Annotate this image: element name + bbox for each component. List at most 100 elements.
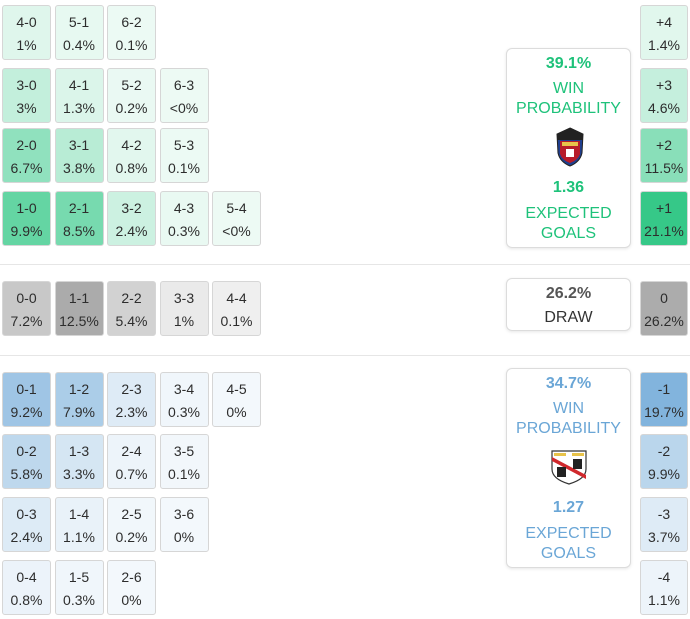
score-probability: 5.4% [115, 313, 148, 329]
score-cell: 2-4 0.7% [107, 434, 156, 489]
score-probability: <0% [169, 100, 199, 116]
score-label: 4-4 [226, 290, 247, 306]
score-probability: 0.4% [63, 37, 95, 53]
score-label: 5-4 [226, 200, 247, 216]
score-cell: 2-5 0.2% [107, 497, 156, 552]
score-probability: 0.3% [63, 592, 95, 608]
score-cell: 4-5 0% [212, 372, 261, 427]
score-probability: 9.9% [10, 223, 43, 239]
score-label: 5-3 [173, 137, 195, 153]
margin-label: +2 [656, 137, 672, 153]
score-cell: 0-3 2.4% [2, 497, 51, 552]
score-probability: 6.7% [10, 160, 43, 176]
score-cell: 4-0 1% [2, 5, 51, 60]
score-label: 2-6 [121, 569, 142, 585]
score-label: 4-5 [226, 381, 247, 397]
score-probability: 0% [121, 592, 142, 608]
away-win-label: WIN [552, 400, 585, 417]
score-probability: 3.8% [63, 160, 95, 176]
margin-probability: 19.7% [644, 404, 684, 420]
score-label: 2-3 [121, 381, 142, 397]
score-cell: 2-0 6.7% [2, 128, 51, 183]
score-cell: 1-5 0.3% [54, 560, 104, 615]
score-label: 3-3 [173, 290, 195, 306]
score-cell: 1-4 1.1% [54, 497, 104, 552]
score-probability: 3% [16, 100, 37, 116]
goal-margin-cell: -1 19.7% [640, 372, 688, 427]
score-cell: 6-3 <0% [159, 68, 209, 123]
score-cell: 0-4 0.8% [2, 560, 51, 615]
score-label: 3-2 [121, 200, 142, 216]
score-probability: 1% [16, 37, 37, 53]
score-label: 3-5 [173, 443, 195, 459]
score-cell: 2-6 0% [107, 560, 156, 615]
margin-probability: 3.7% [648, 529, 680, 545]
score-probability: 0.1% [220, 313, 253, 329]
section-divider [0, 355, 690, 356]
score-cell: 4-1 1.3% [54, 68, 104, 123]
margin-probability: 9.9% [648, 466, 680, 482]
score-probability: 0.7% [115, 466, 148, 482]
score-label: 5-1 [68, 14, 90, 30]
score-cell: 1-1 12.5% [54, 281, 104, 336]
score-probability: 1.1% [63, 529, 95, 545]
away-win-label: PROBABILITY [516, 420, 621, 437]
score-label: 0-2 [16, 443, 37, 459]
draw-label: DRAW [544, 309, 593, 326]
score-label: 1-2 [68, 381, 90, 397]
score-cell: 3-0 3% [2, 68, 51, 123]
score-probability: 7.9% [63, 404, 95, 420]
score-label: 1-5 [68, 569, 90, 585]
score-cell: 3-2 2.4% [107, 191, 156, 246]
away-summary-card: 34.7% WIN PROBABILITY 1.27 EXPECTED GOAL… [506, 368, 631, 568]
score-cell: 3-5 0.1% [159, 434, 209, 489]
margin-label: -3 [657, 506, 671, 522]
score-label: 5-2 [121, 77, 142, 93]
home-xg-label: GOALS [540, 225, 597, 242]
score-probability: 0.8% [115, 160, 148, 176]
score-probability: 2.3% [115, 404, 148, 420]
home-summary-card: 39.1% WIN PROBABILITY 1.36 EXPECTED GOAL… [506, 48, 631, 248]
score-cell: 2-2 5.4% [107, 281, 156, 336]
score-cell: 2-1 8.5% [54, 191, 104, 246]
score-label: 3-0 [16, 77, 37, 93]
score-label: 0-0 [16, 290, 37, 306]
score-label: 0-3 [16, 506, 37, 522]
score-label: 1-0 [16, 200, 37, 216]
score-cell: 3-6 0% [159, 497, 209, 552]
score-cell: 2-3 2.3% [107, 372, 156, 427]
score-label: 1-4 [68, 506, 90, 522]
score-probability: 0.1% [115, 37, 148, 53]
score-probability: 1.3% [63, 100, 95, 116]
score-probability: <0% [222, 223, 251, 239]
score-label: 1-1 [68, 290, 90, 306]
margin-label: +4 [656, 14, 672, 30]
score-label: 6-3 [173, 77, 195, 93]
score-cell: 5-2 0.2% [107, 68, 156, 123]
goal-margin-cell: -3 3.7% [640, 497, 688, 552]
goal-margin-cell: +1 21.1% [640, 191, 688, 246]
rayo-vallecano-crest-icon [551, 450, 587, 485]
margin-probability: 1.1% [648, 592, 680, 608]
away-xg-label: EXPECTED [525, 525, 612, 542]
score-label: 4-0 [16, 14, 37, 30]
away-win-probability: 34.7% [545, 375, 592, 392]
home-win-label: PROBABILITY [516, 100, 621, 117]
margin-label: -1 [657, 381, 671, 397]
score-cell: 0-1 9.2% [2, 372, 51, 427]
margin-label: +1 [656, 200, 672, 216]
score-label: 4-2 [121, 137, 142, 153]
margin-label: -2 [657, 443, 671, 459]
score-cell: 5-3 0.1% [159, 128, 209, 183]
draw-summary-card: 26.2% DRAW [506, 278, 631, 331]
margin-label: 0 [660, 290, 668, 306]
score-probability: 2.4% [10, 529, 43, 545]
score-cell: 4-2 0.8% [107, 128, 156, 183]
score-probability: 12.5% [59, 313, 99, 329]
score-label: 6-2 [121, 14, 142, 30]
home-expected-goals: 1.36 [552, 179, 585, 196]
score-probability: 0.1% [168, 160, 200, 176]
score-cell: 0-0 7.2% [2, 281, 51, 336]
score-label: 0-1 [16, 381, 37, 397]
score-label: 2-4 [121, 443, 142, 459]
